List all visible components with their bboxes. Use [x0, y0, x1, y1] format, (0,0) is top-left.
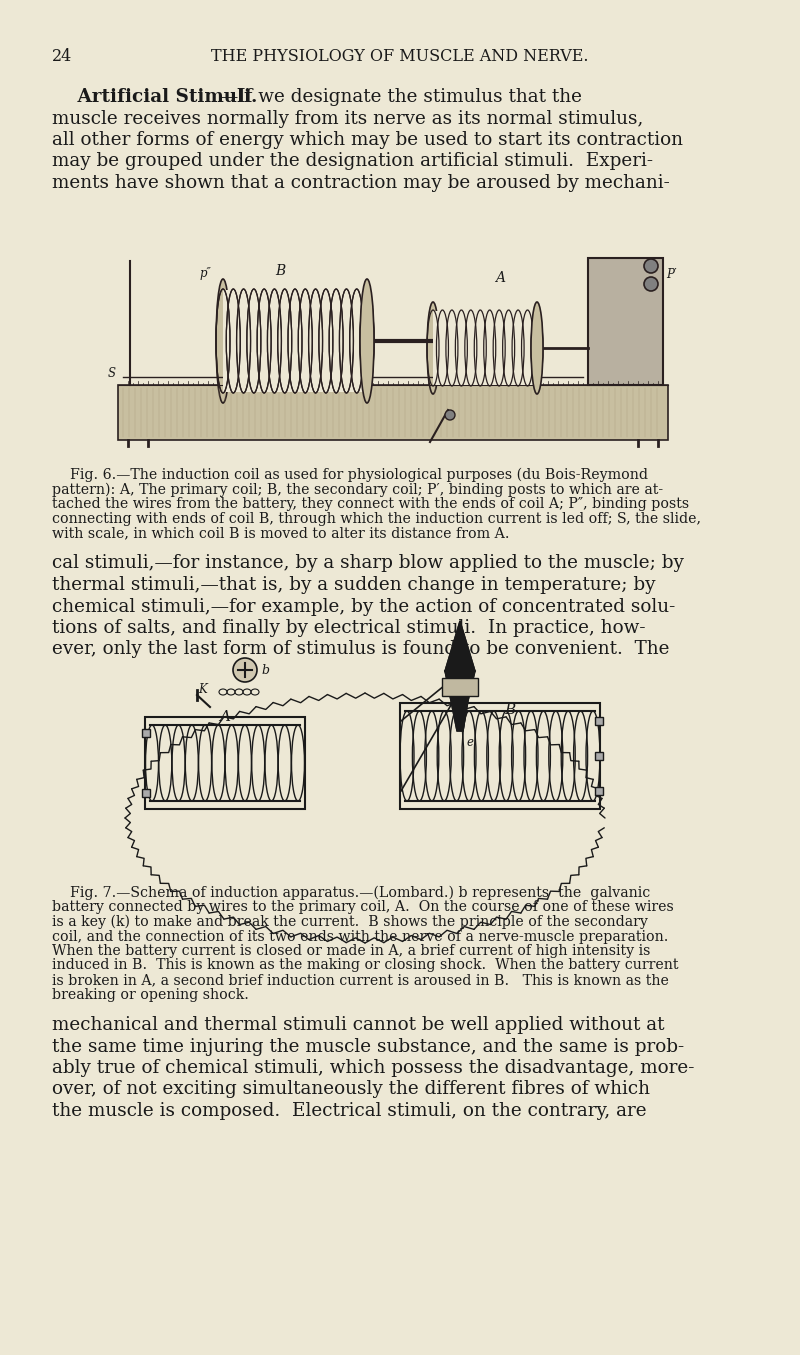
Text: Fig. 7.—Schema of induction apparatus.—(Lombard.) b represents  the  galvanic: Fig. 7.—Schema of induction apparatus.—(…: [52, 886, 650, 900]
Ellipse shape: [427, 302, 439, 394]
Text: is a key (k) to make and break the current.  B shows the principle of the second: is a key (k) to make and break the curre…: [52, 915, 648, 930]
Bar: [595, 787, 603, 795]
Ellipse shape: [360, 279, 374, 402]
Text: Fig. 6.—The induction coil as used for physiological purposes (du Bois-Reymond: Fig. 6.—The induction coil as used for p…: [52, 467, 648, 482]
Text: tions of salts, and finally by electrical stimuli.  In practice, how-: tions of salts, and finally by electrica…: [52, 619, 646, 637]
Text: the same time injuring the muscle substance, and the same is prob-: the same time injuring the muscle substa…: [52, 1038, 684, 1056]
Text: THE PHYSIOLOGY OF MUSCLE AND NERVE.: THE PHYSIOLOGY OF MUSCLE AND NERVE.: [211, 47, 589, 65]
Bar: [142, 789, 150, 797]
Circle shape: [233, 659, 257, 682]
Text: battery connected by wires to the primary coil, A.  On the course of one of thes: battery connected by wires to the primar…: [52, 901, 674, 915]
Text: Artificial Stimuli.: Artificial Stimuli.: [52, 88, 258, 106]
Text: with scale, in which coil B is moved to alter its distance from A.: with scale, in which coil B is moved to …: [52, 526, 510, 541]
Text: S: S: [108, 367, 116, 379]
Ellipse shape: [531, 302, 543, 394]
Bar: [595, 717, 603, 725]
Bar: [595, 752, 603, 760]
Text: cal stimuli,—for instance, by a sharp blow applied to the muscle; by: cal stimuli,—for instance, by a sharp bl…: [52, 554, 684, 573]
Bar: [433, 312, 537, 385]
Text: tached the wires from the battery, they connect with the ends of coil A; P″, bin: tached the wires from the battery, they …: [52, 497, 689, 511]
Bar: [145, 717, 305, 809]
Text: B: B: [275, 264, 285, 278]
Bar: [588, 257, 663, 385]
Text: thermal stimuli,—that is, by a sudden change in temperature; by: thermal stimuli,—that is, by a sudden ch…: [52, 576, 655, 593]
Ellipse shape: [644, 259, 658, 272]
Text: mechanical and thermal stimuli cannot be well applied without at: mechanical and thermal stimuli cannot be…: [52, 1016, 665, 1034]
Text: chemical stimuli,—for example, by the action of concentrated solu-: chemical stimuli,—for example, by the ac…: [52, 598, 675, 615]
Bar: [142, 729, 150, 737]
Bar: [400, 703, 600, 809]
Text: coil, and the connection of its two ends with the nerve of a nerve-muscle prepar: coil, and the connection of its two ends…: [52, 930, 668, 943]
Text: breaking or opening shock.: breaking or opening shock.: [52, 988, 249, 1001]
Bar: [223, 290, 367, 392]
Text: the muscle is composed.  Electrical stimuli, on the contrary, are: the muscle is composed. Electrical stimu…: [52, 1102, 646, 1121]
Text: B: B: [504, 703, 516, 717]
Text: p″: p″: [199, 267, 211, 280]
Ellipse shape: [216, 279, 230, 402]
Text: over, of not exciting simultaneously the different fibres of which: over, of not exciting simultaneously the…: [52, 1080, 650, 1099]
Text: ments have shown that a contraction may be aroused by mechani-: ments have shown that a contraction may …: [52, 173, 670, 192]
Text: —If we designate the stimulus that the: —If we designate the stimulus that the: [220, 88, 582, 106]
Text: pattern): A, The primary coil; B, the secondary coil; P′, binding posts to which: pattern): A, The primary coil; B, the se…: [52, 482, 663, 497]
Text: P′: P′: [666, 267, 677, 280]
Polygon shape: [445, 621, 475, 730]
Text: When the battery current is closed or made in A, a brief current of high intensi: When the battery current is closed or ma…: [52, 944, 650, 958]
Text: ably true of chemical stimuli, which possess the disadvantage, more-: ably true of chemical stimuli, which pos…: [52, 1060, 694, 1077]
Text: K: K: [198, 683, 207, 696]
Text: muscle receives normally from its nerve as its normal stimulus,: muscle receives normally from its nerve …: [52, 110, 643, 127]
Bar: [442, 678, 478, 696]
Text: e: e: [466, 736, 474, 749]
Circle shape: [445, 411, 455, 420]
Text: A: A: [495, 271, 505, 285]
Bar: [118, 385, 668, 440]
Text: 24: 24: [52, 47, 72, 65]
Text: may be grouped under the designation artificial stimuli.  Experi-: may be grouped under the designation art…: [52, 153, 653, 171]
Text: is broken in A, a second brief induction current is aroused in B.   This is know: is broken in A, a second brief induction…: [52, 973, 669, 986]
Ellipse shape: [644, 276, 658, 291]
Text: connecting with ends of coil B, through which the induction current is led off; : connecting with ends of coil B, through …: [52, 511, 701, 526]
Text: ever, only the last form of stimulus is found to be convenient.  The: ever, only the last form of stimulus is …: [52, 641, 670, 659]
Text: A: A: [219, 710, 230, 724]
Text: b: b: [261, 664, 269, 676]
Text: all other forms of energy which may be used to start its contraction: all other forms of energy which may be u…: [52, 131, 683, 149]
Text: induced in B.  This is known as the making or closing shock.  When the battery c: induced in B. This is known as the makin…: [52, 958, 678, 973]
